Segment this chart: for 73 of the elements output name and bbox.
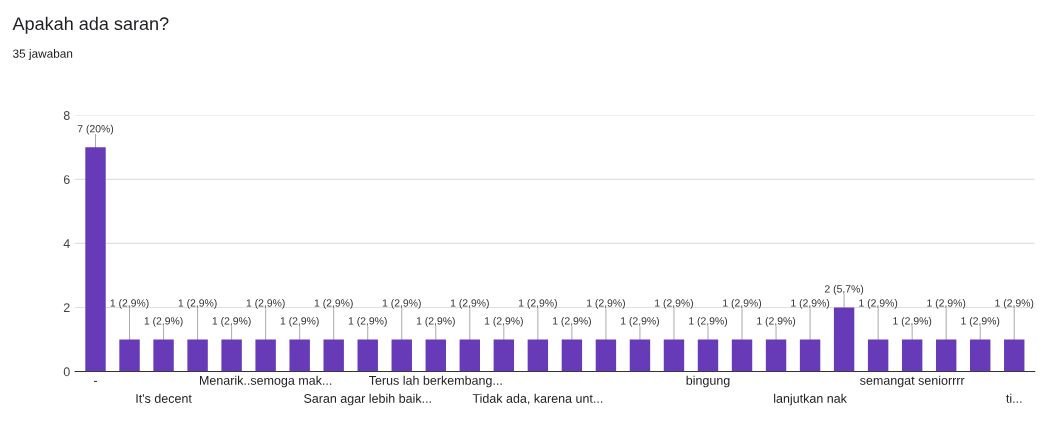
y-tick-label: 8 <box>63 111 70 120</box>
bar <box>901 339 923 372</box>
data-label: 1 (2,9%) <box>246 299 285 309</box>
bar <box>391 339 412 372</box>
bar <box>119 339 140 372</box>
y-tick-label: 4 <box>63 239 70 248</box>
data-label: 1 (2,9%) <box>621 316 659 327</box>
y-tick-label: 2 <box>63 303 70 312</box>
x-tick-label: Tidak ada, karena unt... <box>472 393 603 405</box>
data-label: 1 (2,9%) <box>314 299 353 309</box>
bar <box>765 339 787 372</box>
bar <box>561 339 583 372</box>
chart-subtitle: 35 jawaban <box>12 49 73 61</box>
x-tick-label: semangat seniorrrr <box>860 375 965 388</box>
bar <box>799 339 821 372</box>
data-label: 1 (2,9%) <box>484 316 523 327</box>
data-label: 7 (20%) <box>77 124 114 135</box>
data-label: 1 (2,9%) <box>348 316 387 327</box>
data-label: 1 (2,9%) <box>757 316 796 327</box>
bar <box>1004 339 1025 372</box>
x-tick-label: ti... <box>1006 393 1022 403</box>
bar <box>527 339 549 372</box>
bar <box>663 339 685 372</box>
x-tick-label: lanjutkan nak <box>774 393 847 406</box>
bar <box>187 339 208 372</box>
data-label: 1 (2,9%) <box>553 316 591 327</box>
data-label: 1 (2,9%) <box>110 299 149 309</box>
chart-title: Apakah ada saran? <box>12 16 169 34</box>
data-label: 1 (2,9%) <box>995 299 1034 309</box>
x-tick-label: bingung <box>686 375 730 388</box>
bar <box>595 339 617 372</box>
data-label: 1 (2,9%) <box>178 299 217 309</box>
data-label: 1 (2,9%) <box>144 316 183 327</box>
bar <box>357 339 378 372</box>
bar <box>255 339 276 372</box>
y-tick-label: 6 <box>63 175 70 184</box>
data-label: 1 (2,9%) <box>689 316 728 327</box>
bar <box>289 339 310 372</box>
data-label: 1 (2,9%) <box>655 299 694 309</box>
bar <box>970 339 991 372</box>
bar <box>153 339 174 372</box>
y-tick-label: 0 <box>63 367 70 377</box>
data-label: 1 (2,9%) <box>518 299 557 309</box>
x-tick-label: Menarik..semoga mak... <box>199 375 332 388</box>
bar <box>425 339 446 372</box>
data-label: 1 (2,9%) <box>927 299 966 309</box>
data-label: 1 (2,9%) <box>961 316 1000 327</box>
data-label: 1 (2,9%) <box>280 316 319 327</box>
bar <box>629 339 651 372</box>
x-tick-label: Saran agar lebih baik... <box>304 393 431 406</box>
x-tick-label: Terus lah berkembang... <box>369 375 502 388</box>
data-label: 1 (2,9%) <box>450 299 489 309</box>
data-label: 1 (2,9%) <box>212 316 251 327</box>
data-label: 1 (2,9%) <box>587 299 625 309</box>
bar <box>459 339 481 372</box>
data-label: 1 (2,9%) <box>859 299 898 309</box>
data-label: 1 (2,9%) <box>791 299 830 309</box>
data-label: 1 (2,9%) <box>382 299 421 309</box>
bar <box>833 307 855 372</box>
bar <box>867 339 889 372</box>
data-label: 1 (2,9%) <box>416 316 455 327</box>
x-tick-label: - <box>93 380 98 382</box>
bar <box>935 339 957 372</box>
bar <box>221 339 242 372</box>
bar <box>85 147 106 372</box>
bar <box>493 339 515 372</box>
data-label: 2 (5,7%) <box>824 284 864 295</box>
bar <box>731 339 753 372</box>
data-label: 1 (2,9%) <box>723 299 762 309</box>
data-label: 1 (2,9%) <box>893 316 932 327</box>
bar <box>697 339 719 372</box>
bar <box>323 339 344 372</box>
x-tick-label: It's decent <box>136 393 192 403</box>
